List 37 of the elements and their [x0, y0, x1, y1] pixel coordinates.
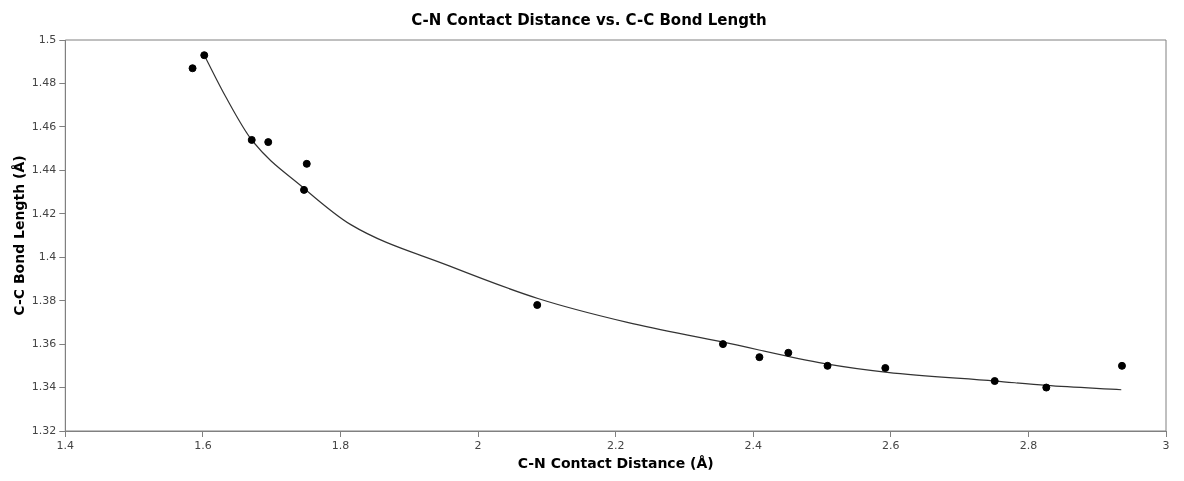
y-tick-label: 1.44: [31, 163, 57, 177]
point: [755, 353, 764, 362]
x-tick-label: 2.4: [744, 439, 762, 453]
point: [302, 159, 311, 168]
point: [990, 377, 999, 386]
point: [264, 138, 273, 147]
point: [1117, 361, 1126, 370]
point: [533, 301, 542, 310]
y-axis-title: C-C Bond Length (Å): [11, 155, 28, 316]
point: [300, 185, 309, 194]
y-tick-label: 1.42: [31, 206, 57, 220]
y-tick-label: 1.34: [31, 380, 57, 394]
point: [718, 340, 727, 349]
y-tick-label: 1.32: [31, 423, 57, 437]
x-tick-label: 2.6: [882, 439, 900, 453]
x-tick-label: 1.4: [56, 439, 75, 453]
y-tick-label: 1.48: [31, 76, 57, 90]
y-tick-label: 1.4: [38, 250, 57, 264]
point: [1042, 383, 1051, 392]
x-tick-label: 2.2: [606, 439, 625, 453]
point: [200, 51, 209, 60]
x-axis-title: C-N Contact Distance (Å): [517, 455, 714, 472]
x-tick-label: 3: [1162, 439, 1170, 453]
y-tick-label: 1.5: [38, 32, 57, 46]
x-tick-label: 1.6: [194, 439, 212, 453]
x-tick-label: 2.8: [1019, 439, 1038, 453]
y-tick-label: 1.38: [31, 293, 57, 307]
y-tick-label: 1.46: [31, 119, 57, 133]
point: [247, 135, 256, 144]
y-tick-label: 1.36: [31, 336, 57, 350]
point: [784, 348, 793, 357]
point: [188, 64, 197, 73]
x-tick-label: 1.8: [331, 439, 350, 453]
point: [881, 364, 890, 373]
chart-title: C-N Contact Distance vs. C-C Bond Length: [411, 10, 767, 29]
point: [823, 361, 832, 370]
x-tick-label: 2: [474, 439, 482, 453]
